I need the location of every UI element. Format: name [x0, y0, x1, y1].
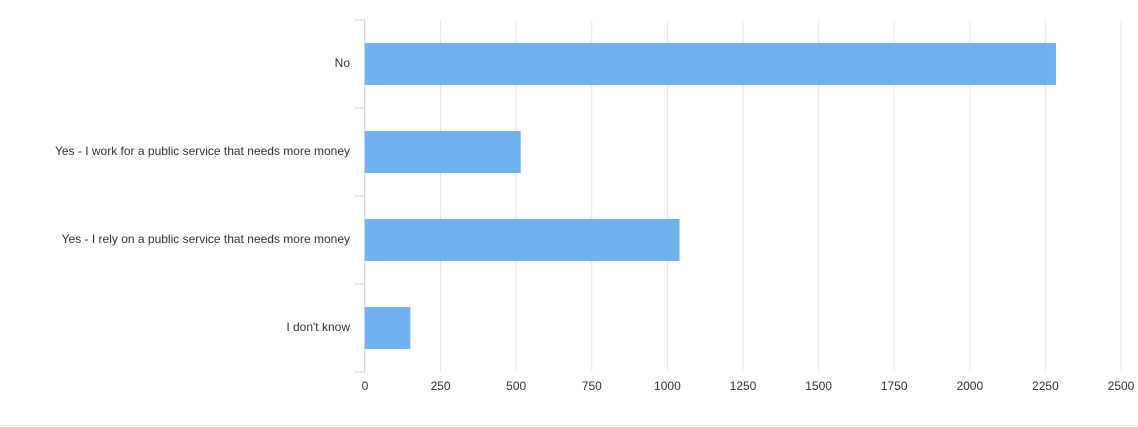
- x-tick-label: 750: [582, 379, 602, 393]
- x-tick-label: 250: [431, 379, 451, 393]
- y-tick-label: I don't know: [286, 320, 350, 334]
- bar: [365, 43, 1056, 85]
- bar: [365, 307, 411, 349]
- x-tick-label: 1000: [654, 379, 681, 393]
- x-tick-label: 1500: [805, 379, 832, 393]
- y-tick-label: Yes - I rely on a public service that ne…: [62, 232, 350, 246]
- x-tick-label: 2000: [956, 379, 983, 393]
- bar: [365, 219, 680, 261]
- y-tick-label: Yes - I work for a public service that n…: [55, 144, 350, 158]
- x-tick-label: 1750: [881, 379, 908, 393]
- x-tick-label: 2500: [1108, 379, 1135, 393]
- bar: [365, 131, 521, 173]
- x-tick-label: 0: [362, 379, 369, 393]
- x-tick-label: 500: [506, 379, 526, 393]
- y-tick-label: No: [335, 56, 351, 70]
- x-tick-label: 1250: [730, 379, 757, 393]
- x-tick-label: 2250: [1032, 379, 1059, 393]
